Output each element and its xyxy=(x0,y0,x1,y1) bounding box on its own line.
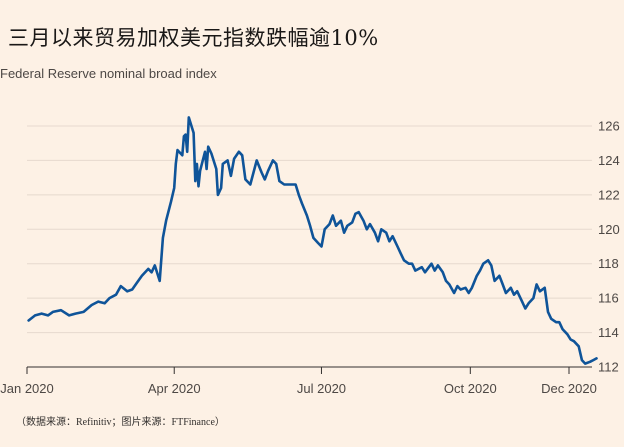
x-tick-label-4: Dec 2020 xyxy=(541,381,597,396)
series-line-0 xyxy=(27,116,598,365)
x-tick-label-0: Jan 2020 xyxy=(0,381,54,396)
page-title: 三月以来贸易加权美元指数跌幅逾10% xyxy=(8,26,379,50)
line-layer xyxy=(27,116,598,365)
y-tick-label-114: 114 xyxy=(598,325,619,340)
source-note: （数据来源：Refinitiv；图片来源：FTFinance） xyxy=(16,417,225,428)
chart-subtitle: Federal Reserve nominal broad index xyxy=(0,66,217,81)
y-tick-label-126: 126 xyxy=(598,119,620,134)
y-tick-label-122: 122 xyxy=(598,187,620,202)
y-tick-label-118: 118 xyxy=(598,256,619,271)
x-tick-label-1: Apr 2020 xyxy=(148,381,201,396)
x-tick-label-2: Jul 2020 xyxy=(297,381,346,396)
grid-layer xyxy=(27,125,592,334)
y-tick-label-112: 112 xyxy=(598,360,619,375)
x-tick-label-3: Oct 2020 xyxy=(444,381,497,396)
y-tick-label-124: 124 xyxy=(598,153,620,168)
y-tick-label-120: 120 xyxy=(598,222,620,237)
axis-layer: 112 114 116 118 120 122 124 126 Jan 2020 Apr 2020… xyxy=(0,119,619,397)
y-tick-label-116: 116 xyxy=(598,291,619,306)
